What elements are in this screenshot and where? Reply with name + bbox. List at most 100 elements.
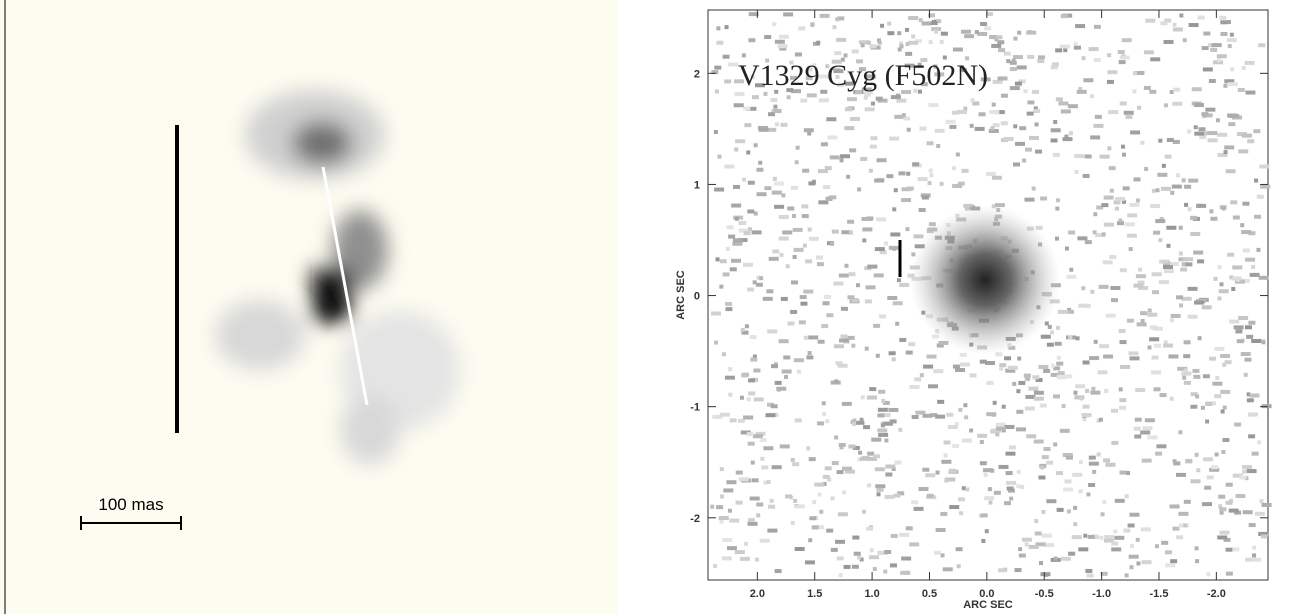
noise-pixel <box>820 89 828 94</box>
noise-pixel <box>1208 43 1216 48</box>
noise-pixel <box>719 494 724 499</box>
noise-pixel <box>750 74 755 79</box>
noise-pixel <box>963 203 974 208</box>
noise-pixel <box>734 147 739 152</box>
noise-pixel <box>806 446 811 451</box>
noise-pixel <box>747 441 755 446</box>
noise-pixel <box>747 180 755 185</box>
noise-pixel <box>1007 365 1018 370</box>
noise-pixel <box>876 492 881 497</box>
noise-pixel <box>1209 467 1220 472</box>
noise-pixel <box>810 22 815 27</box>
noise-pixel <box>1024 147 1032 152</box>
noise-pixel <box>1196 468 1201 473</box>
noise-pixel <box>785 264 790 269</box>
noise-pixel <box>958 407 963 412</box>
noise-pixel <box>817 339 825 344</box>
noise-pixel <box>864 346 869 351</box>
noise-pixel <box>952 47 963 52</box>
noise-pixel <box>1172 459 1177 464</box>
noise-pixel <box>1164 154 1172 159</box>
noise-pixel <box>875 353 880 358</box>
noise-pixel <box>1175 173 1180 178</box>
noise-pixel <box>727 508 732 513</box>
noise-pixel <box>806 93 817 98</box>
noise-pixel <box>1179 303 1184 308</box>
noise-pixel <box>1163 340 1168 345</box>
noise-pixel <box>1165 563 1176 568</box>
noise-pixel <box>926 493 934 498</box>
noise-pixel <box>1056 325 1061 330</box>
noise-pixel <box>1022 158 1027 163</box>
noise-pixel <box>808 335 819 340</box>
noise-pixel <box>1217 132 1228 137</box>
noise-pixel <box>863 90 874 95</box>
noise-pixel <box>897 47 902 52</box>
noise-pixel <box>1006 480 1017 485</box>
noise-pixel <box>917 89 922 94</box>
noise-pixel <box>1129 543 1134 548</box>
noise-pixel <box>918 18 923 23</box>
noise-pixel <box>1251 264 1256 269</box>
noise-pixel <box>1200 405 1205 410</box>
noise-pixel <box>1209 209 1214 214</box>
noise-pixel <box>940 553 945 558</box>
noise-pixel <box>1093 212 1098 217</box>
noise-pixel <box>1028 135 1039 140</box>
noise-pixel <box>1137 105 1142 110</box>
noise-pixel <box>1217 535 1228 540</box>
noise-pixel <box>1101 232 1106 237</box>
x-tick-label: -2.0 <box>1207 588 1226 600</box>
noise-pixel <box>1060 14 1068 19</box>
noise-pixel <box>861 216 872 221</box>
noise-pixel <box>1013 162 1021 167</box>
noise-pixel <box>1225 571 1233 576</box>
noise-pixel <box>1239 475 1247 480</box>
noise-pixel <box>1178 430 1183 435</box>
noise-pixel <box>724 25 729 30</box>
noise-pixel <box>779 46 787 51</box>
noise-pixel <box>821 401 826 406</box>
noise-pixel <box>1217 153 1228 158</box>
noise-pixel <box>1183 523 1188 528</box>
noise-pixel <box>921 21 932 26</box>
noise-pixel <box>751 95 759 100</box>
noise-pixel <box>906 171 911 176</box>
noise-pixel <box>894 114 905 119</box>
noise-pixel <box>1223 537 1231 542</box>
noise-pixel <box>837 16 845 21</box>
noise-pixel <box>903 116 911 121</box>
noise-pixel <box>827 135 838 140</box>
noise-pixel <box>1057 371 1065 376</box>
noise-pixel <box>1136 322 1147 327</box>
noise-pixel <box>869 387 877 392</box>
noise-pixel <box>1099 154 1110 159</box>
noise-pixel <box>890 533 898 538</box>
noise-pixel <box>743 415 754 420</box>
noise-pixel <box>753 368 761 373</box>
noise-pixel <box>1056 361 1064 366</box>
noise-pixel <box>993 490 1001 495</box>
noise-pixel <box>808 538 813 543</box>
noise-pixel <box>1000 93 1008 98</box>
noise-pixel <box>840 334 848 339</box>
noise-pixel <box>878 432 889 437</box>
noise-pixel <box>1005 368 1016 373</box>
noise-pixel <box>1097 370 1108 375</box>
noise-pixel <box>1008 445 1016 450</box>
noise-pixel <box>897 31 902 36</box>
noise-pixel <box>1220 20 1228 25</box>
noise-pixel <box>1164 269 1175 274</box>
noise-pixel <box>1050 128 1061 133</box>
noise-pixel <box>995 426 1006 431</box>
noise-pixel <box>1219 510 1224 515</box>
noise-pixel <box>1135 388 1146 393</box>
noise-pixel <box>772 22 777 27</box>
noise-pixel <box>728 367 733 372</box>
x-tick-label: 1.5 <box>807 588 822 600</box>
noise-pixel <box>1016 65 1027 70</box>
noise-pixel <box>1133 426 1141 431</box>
noise-pixel <box>748 391 756 396</box>
noise-pixel <box>1065 455 1073 460</box>
noise-pixel <box>1246 469 1257 474</box>
